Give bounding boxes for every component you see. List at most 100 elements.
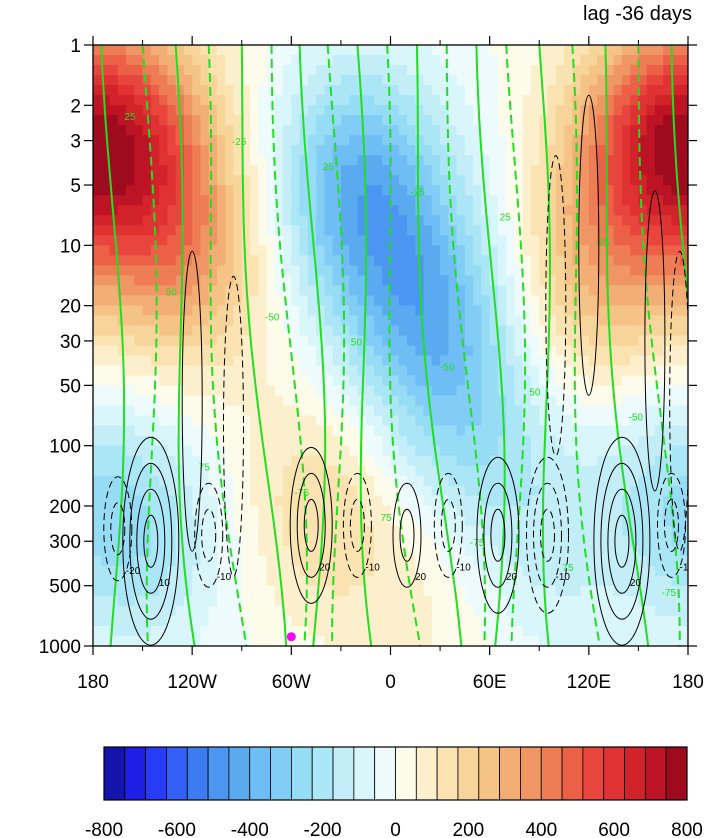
- heatmap-cell: [159, 65, 168, 76]
- heatmap-cell: [580, 155, 590, 166]
- heatmap-cell: [390, 225, 400, 236]
- heatmap-cell: [621, 295, 631, 307]
- heatmap-cell: [663, 295, 673, 307]
- heatmap-cell: [258, 255, 268, 266]
- heatmap-cell: [340, 535, 350, 547]
- heatmap-cell: [555, 145, 565, 156]
- heatmap-cell: [291, 605, 301, 617]
- heatmap-cell: [283, 115, 292, 126]
- heatmap-cell: [167, 195, 177, 206]
- heatmap-cell: [663, 225, 673, 236]
- heatmap-cell: [241, 395, 251, 407]
- heatmap-cell: [266, 355, 276, 367]
- heatmap-cell: [266, 95, 276, 106]
- heatmap-cell: [646, 555, 656, 567]
- heatmap-cell: [126, 115, 135, 126]
- heatmap-cell: [415, 425, 425, 437]
- heatmap-cell: [175, 525, 185, 537]
- heatmap-cell: [291, 155, 301, 166]
- heatmap-cell: [316, 355, 325, 367]
- heatmap-cell: [407, 365, 416, 377]
- contour-label: -50: [265, 313, 280, 324]
- heatmap-cell: [365, 545, 375, 557]
- heatmap-cell: [514, 265, 524, 276]
- heatmap-cell: [291, 385, 301, 397]
- heatmap-cell: [316, 605, 325, 617]
- heatmap-cell: [216, 555, 226, 567]
- heatmap-cell: [258, 615, 268, 627]
- contour-label: -25: [595, 237, 610, 248]
- heatmap-cell: [316, 415, 325, 427]
- heatmap-cell: [621, 615, 631, 627]
- heatmap-cell: [415, 225, 425, 236]
- heatmap-cell: [299, 345, 309, 357]
- heatmap-cell: [530, 565, 540, 577]
- heatmap-cell: [423, 175, 433, 186]
- heatmap-cell: [274, 135, 284, 146]
- heatmap-cell: [266, 265, 276, 276]
- heatmap-cell: [497, 45, 507, 56]
- heatmap-cell: [365, 115, 375, 126]
- heatmap-cell: [208, 65, 218, 76]
- heatmap-cell: [93, 65, 102, 76]
- heatmap-cell: [258, 65, 268, 76]
- heatmap-cell: [225, 45, 235, 56]
- heatmap-cell: [398, 555, 408, 567]
- heatmap-cell: [332, 615, 342, 627]
- heatmap-cell: [597, 265, 606, 276]
- heatmap-cell: [547, 565, 557, 577]
- heatmap-cell: [522, 555, 532, 567]
- heatmap-cell: [291, 215, 301, 226]
- heatmap-cell: [192, 405, 202, 417]
- x-tick-label: 0: [385, 672, 396, 693]
- heatmap-cell: [431, 485, 441, 497]
- heatmap-cell: [621, 235, 631, 246]
- heatmap-cell: [373, 405, 383, 417]
- heatmap-cell: [588, 235, 598, 246]
- heatmap-cell: [167, 555, 177, 567]
- heatmap-cell: [208, 235, 218, 246]
- heatmap-cell: [365, 345, 375, 357]
- heatmap-cell: [514, 415, 524, 427]
- heatmap-cell: [506, 335, 516, 347]
- heatmap-cell: [580, 535, 590, 547]
- heatmap-cell: [564, 425, 573, 437]
- heatmap-cell: [93, 485, 102, 497]
- heatmap-cell: [522, 365, 532, 377]
- heatmap-cell: [555, 555, 565, 567]
- heatmap-cell: [473, 635, 482, 646]
- heatmap-cell: [373, 205, 383, 216]
- heatmap-cell: [283, 615, 292, 627]
- heatmap-cell: [588, 585, 598, 597]
- y-tick-label: 200: [49, 497, 81, 518]
- heatmap-cell: [340, 215, 350, 226]
- heatmap-cell: [646, 85, 656, 96]
- heatmap-cell: [679, 415, 688, 427]
- heatmap-cell: [159, 125, 168, 136]
- heatmap-cell: [150, 505, 160, 517]
- heatmap-cell: [274, 205, 284, 216]
- heatmap-cell: [407, 245, 416, 256]
- heatmap-cell: [274, 255, 284, 266]
- heatmap-cell: [539, 55, 549, 66]
- heatmap-cell: [126, 335, 135, 347]
- heatmap-cell: [101, 65, 111, 76]
- heatmap-cell: [539, 245, 549, 256]
- heatmap-cell: [208, 475, 218, 487]
- heatmap-cell: [530, 195, 540, 206]
- heatmap-cell: [150, 265, 160, 276]
- heatmap-cell: [564, 155, 573, 166]
- heatmap-cell: [93, 255, 102, 266]
- heatmap-cell: [630, 415, 640, 427]
- heatmap-cell: [233, 515, 243, 527]
- heatmap-cell: [208, 345, 218, 357]
- heatmap-cell: [192, 195, 202, 206]
- heatmap-cell: [489, 265, 499, 276]
- heatmap-cell: [597, 175, 606, 186]
- heatmap-cell: [456, 295, 466, 307]
- heatmap-cell: [423, 485, 433, 497]
- heatmap-cell: [340, 345, 350, 357]
- heatmap-cell: [373, 255, 383, 266]
- heatmap-cell: [506, 615, 516, 627]
- heatmap-cell: [481, 575, 491, 587]
